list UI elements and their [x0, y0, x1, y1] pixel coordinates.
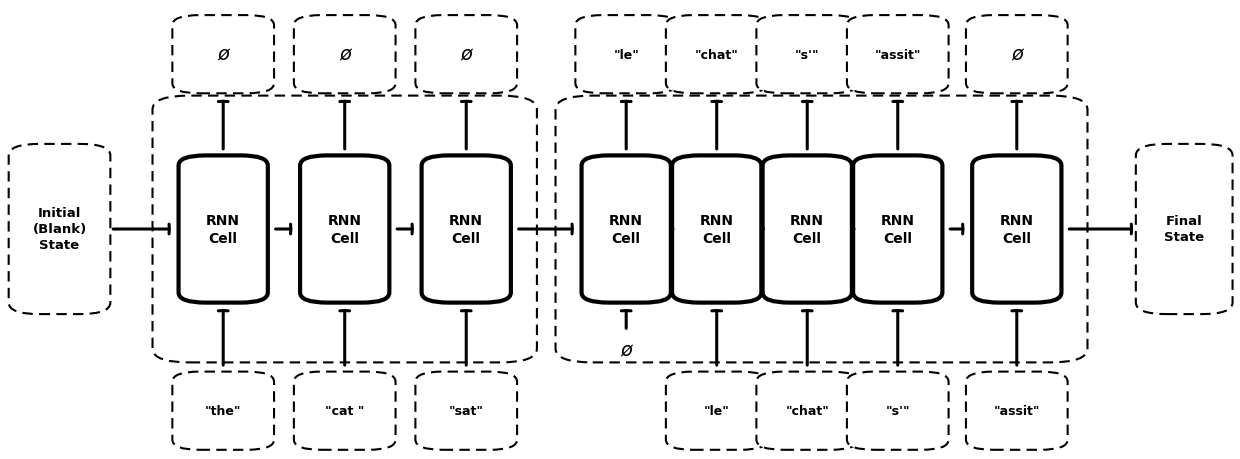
FancyBboxPatch shape — [294, 16, 396, 94]
FancyBboxPatch shape — [172, 16, 274, 94]
Text: Final
State: Final State — [1164, 215, 1204, 244]
Text: RNN
Cell: RNN Cell — [449, 214, 484, 245]
FancyBboxPatch shape — [847, 372, 949, 450]
FancyBboxPatch shape — [575, 16, 677, 94]
Text: "cat ": "cat " — [325, 404, 365, 417]
Text: RNN
Cell: RNN Cell — [880, 214, 915, 245]
FancyBboxPatch shape — [756, 372, 858, 450]
FancyBboxPatch shape — [556, 96, 1087, 363]
Text: "the": "the" — [205, 404, 242, 417]
FancyBboxPatch shape — [172, 372, 274, 450]
Text: "chat": "chat" — [694, 49, 739, 62]
FancyBboxPatch shape — [672, 156, 761, 303]
FancyBboxPatch shape — [1136, 145, 1233, 314]
Text: ø: ø — [217, 45, 229, 65]
FancyBboxPatch shape — [966, 16, 1068, 94]
FancyBboxPatch shape — [294, 372, 396, 450]
FancyBboxPatch shape — [422, 156, 511, 303]
Text: ø: ø — [620, 340, 632, 359]
FancyBboxPatch shape — [666, 16, 768, 94]
Text: RNN
Cell: RNN Cell — [206, 214, 241, 245]
FancyBboxPatch shape — [9, 145, 110, 314]
FancyBboxPatch shape — [582, 156, 671, 303]
FancyBboxPatch shape — [415, 372, 517, 450]
FancyBboxPatch shape — [763, 156, 852, 303]
Text: "le": "le" — [704, 404, 729, 417]
Text: "s'": "s'" — [795, 49, 820, 62]
Text: "le": "le" — [614, 49, 639, 62]
Text: Initial
(Blank)
State: Initial (Blank) State — [32, 207, 87, 252]
FancyBboxPatch shape — [415, 16, 517, 94]
Text: "s'": "s'" — [885, 404, 910, 417]
FancyBboxPatch shape — [153, 96, 537, 363]
Text: RNN
Cell: RNN Cell — [699, 214, 734, 245]
Text: ø: ø — [339, 45, 351, 65]
FancyBboxPatch shape — [756, 16, 858, 94]
FancyBboxPatch shape — [179, 156, 268, 303]
Text: RNN
Cell: RNN Cell — [790, 214, 825, 245]
Text: ø: ø — [1011, 45, 1023, 65]
FancyBboxPatch shape — [847, 16, 949, 94]
Text: RNN
Cell: RNN Cell — [327, 214, 362, 245]
Text: RNN
Cell: RNN Cell — [999, 214, 1034, 245]
FancyBboxPatch shape — [972, 156, 1061, 303]
FancyBboxPatch shape — [300, 156, 389, 303]
Text: "sat": "sat" — [449, 404, 484, 417]
Text: ø: ø — [460, 45, 472, 65]
FancyBboxPatch shape — [966, 372, 1068, 450]
FancyBboxPatch shape — [853, 156, 942, 303]
Text: RNN
Cell: RNN Cell — [609, 214, 644, 245]
FancyBboxPatch shape — [666, 372, 768, 450]
Text: "assit": "assit" — [874, 49, 921, 62]
Text: "chat": "chat" — [785, 404, 830, 417]
Text: "assit": "assit" — [993, 404, 1040, 417]
